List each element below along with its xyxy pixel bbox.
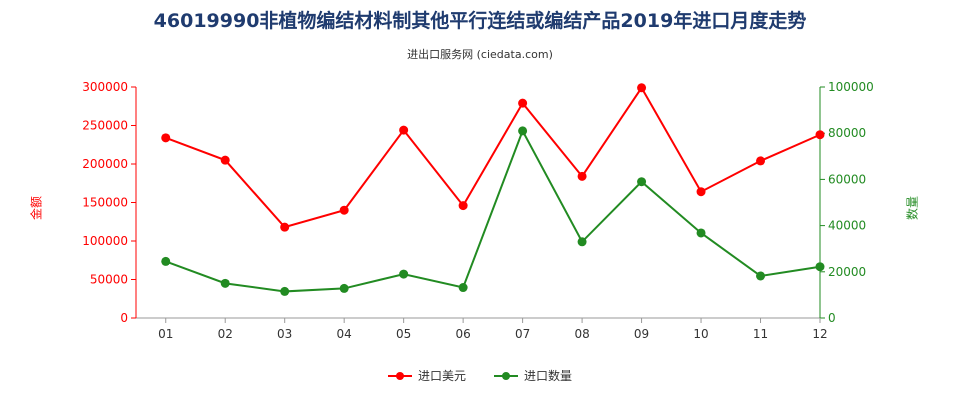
x-tick-label: 10 — [693, 327, 708, 341]
data-point-amount — [220, 155, 230, 165]
y-left-tick-label: 50000 — [90, 273, 128, 287]
chart-subtitle: 进出口服务网 (ciedata.com) — [407, 48, 553, 61]
data-point-amount — [458, 201, 468, 211]
chart-title: 46019990非植物编结材料制其他平行连结或编结产品2019年进口月度走势 — [153, 10, 807, 32]
data-point-amount — [756, 156, 766, 166]
x-tick-label: 05 — [396, 327, 411, 341]
data-point-amount — [339, 205, 349, 215]
x-tick-label: 12 — [812, 327, 827, 341]
data-point-quantity — [339, 283, 349, 293]
legend-item-amount[interactable]: 进口美元 — [387, 367, 466, 384]
y-right-tick-label: 0 — [828, 311, 836, 325]
y-right-tick-label: 40000 — [828, 219, 866, 233]
legend: 进口美元 进口数量 — [0, 367, 960, 384]
x-tick-label: 09 — [634, 327, 649, 341]
x-tick-label: 04 — [337, 327, 352, 341]
y-right-tick-label: 100000 — [828, 80, 874, 94]
data-point-quantity — [815, 262, 825, 272]
data-point-amount — [577, 171, 587, 181]
legend-label-amount: 进口美元 — [417, 369, 466, 383]
data-point-quantity — [220, 278, 230, 288]
y-right-tick-label: 60000 — [828, 172, 866, 186]
x-tick-label: 01 — [158, 327, 173, 341]
y-left-tick-label: 100000 — [82, 234, 128, 248]
x-tick-label: 03 — [277, 327, 292, 341]
data-point-quantity — [696, 228, 706, 238]
x-tick-label: 11 — [753, 327, 768, 341]
data-point-quantity — [161, 256, 171, 266]
data-point-amount — [399, 125, 409, 135]
legend-swatch-amount — [387, 371, 412, 381]
legend-item-quantity[interactable]: 进口数量 — [494, 367, 572, 384]
y-right-tick-label: 80000 — [828, 126, 866, 140]
data-point-amount — [637, 83, 647, 93]
y-right-tick-label: 20000 — [828, 265, 866, 279]
data-point-quantity — [756, 271, 766, 281]
series-line-quantity — [165, 128, 821, 293]
data-point-quantity — [399, 269, 409, 279]
data-point-quantity — [577, 237, 587, 247]
x-tick-label: 06 — [455, 327, 470, 341]
y-left-tick-label: 250000 — [82, 119, 128, 133]
data-point-amount — [280, 222, 290, 232]
x-tick-label: 02 — [218, 327, 233, 341]
x-tick-label: 07 — [515, 327, 530, 341]
y-left-tick-label: 150000 — [82, 196, 128, 210]
legend-swatch-quantity — [494, 371, 518, 381]
series-line-amount — [165, 85, 821, 229]
data-point-amount — [696, 187, 706, 197]
data-point-amount — [815, 130, 825, 140]
y-left-tick-label: 200000 — [82, 157, 128, 171]
y-left-tick-label: 300000 — [82, 80, 128, 94]
data-point-amount — [518, 98, 528, 108]
data-point-quantity — [518, 126, 528, 136]
x-tick-label: 08 — [574, 327, 589, 341]
legend-label-quantity: 进口数量 — [524, 369, 573, 383]
data-point-amount — [161, 133, 171, 143]
data-point-quantity — [280, 286, 290, 296]
y-left-tick-label: 0 — [120, 311, 128, 325]
data-point-quantity — [458, 283, 468, 293]
data-point-quantity — [637, 177, 647, 187]
